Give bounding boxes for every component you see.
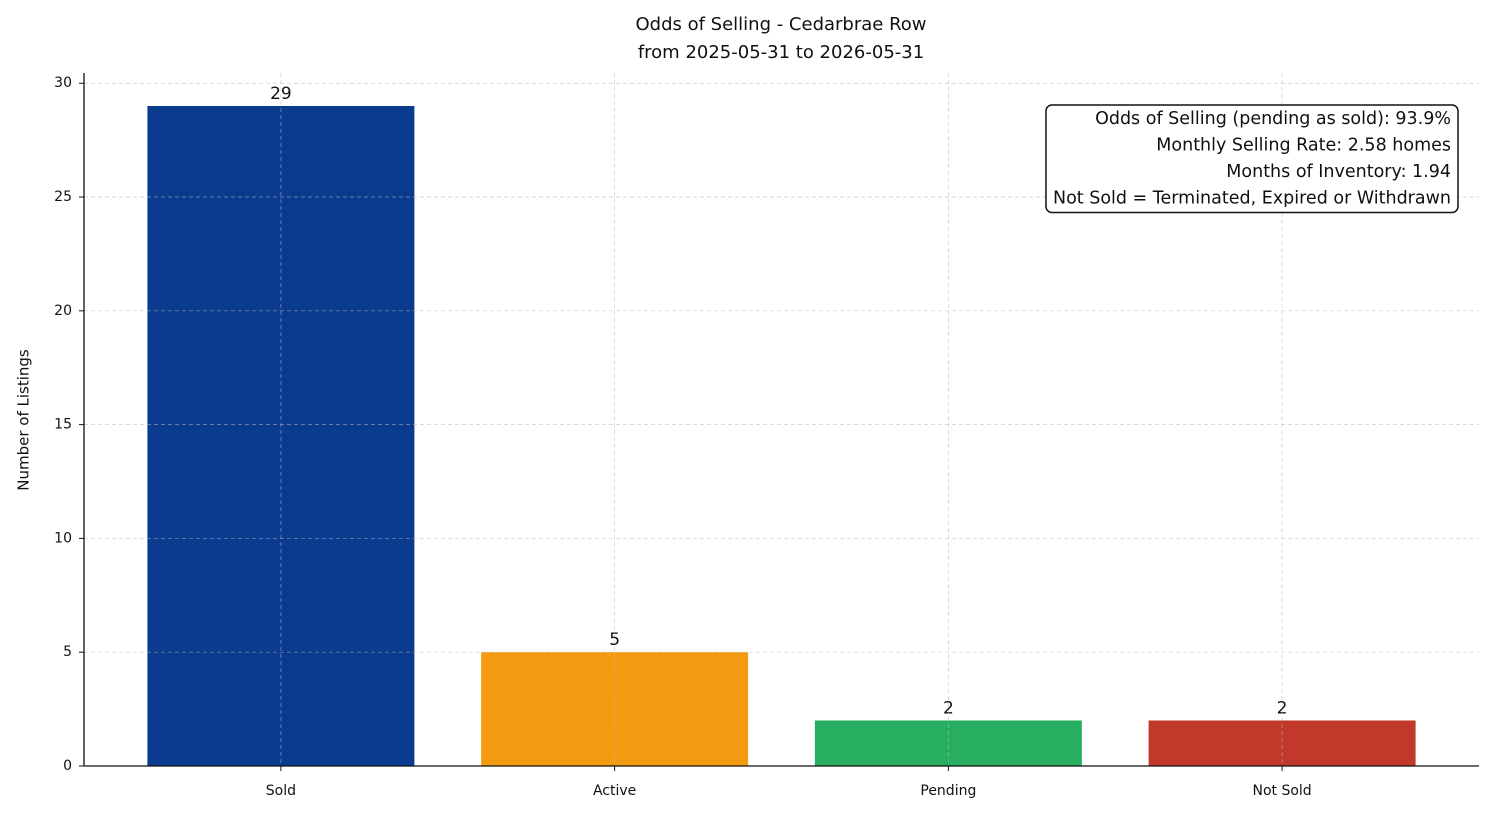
x-tick-label: Not Sold [1252, 783, 1311, 799]
chart-title: Odds of Selling - Cedarbrae Row [635, 14, 926, 35]
y-tick-label: 15 [54, 417, 72, 433]
y-tick-label: 10 [54, 530, 72, 546]
y-tick-label: 30 [54, 75, 72, 91]
annotation-box [1045, 104, 1459, 214]
data-label: 2 [1277, 698, 1288, 718]
bar [147, 106, 415, 766]
x-tick-label: Pending [920, 783, 976, 799]
bar [814, 720, 1082, 766]
annotation-line: Monthly Selling Rate: 2.58 homes [1156, 136, 1451, 156]
chart-subtitle: from 2025-05-31 to 2026-05-31 [638, 42, 924, 63]
annotation: Odds of Selling (pending as sold): 93.9%… [1053, 109, 1451, 209]
y-axis-label: Number of Listings [15, 349, 33, 491]
bar [1148, 720, 1416, 766]
y-tick-label: 5 [63, 644, 72, 660]
annotation-line: Not Sold = Terminated, Expired or Withdr… [1053, 189, 1451, 209]
y-tick-label: 0 [63, 758, 72, 774]
x-tick-label: Active [593, 783, 636, 799]
x-tick-label: Sold [266, 783, 296, 799]
y-tick-label: 20 [54, 303, 72, 319]
y-tick-label: 25 [54, 189, 72, 205]
annotation-line: Odds of Selling (pending as sold): 93.9% [1095, 109, 1451, 129]
annotation-line: Months of Inventory: 1.94 [1226, 162, 1451, 182]
data-label: 2 [943, 698, 954, 718]
